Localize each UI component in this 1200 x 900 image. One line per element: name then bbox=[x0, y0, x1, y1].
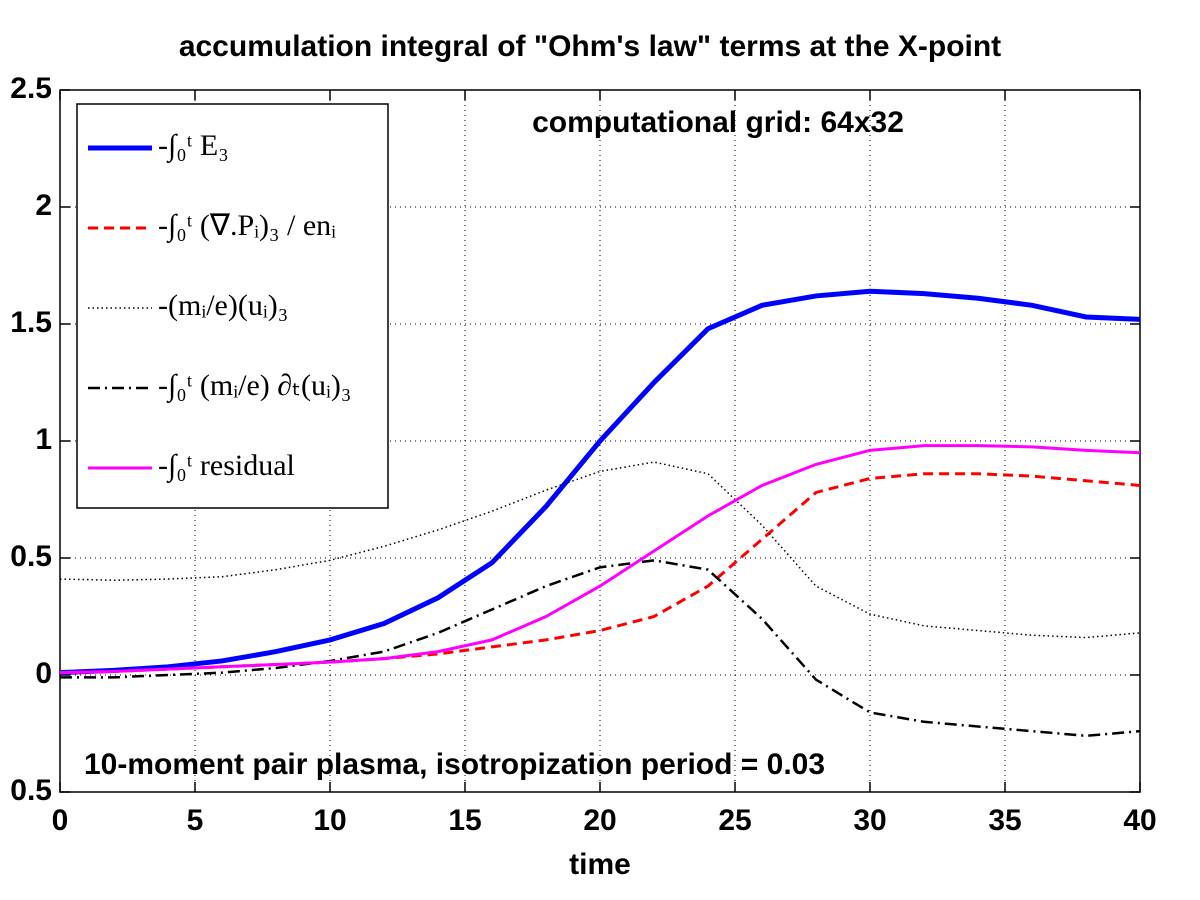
y-tick-label: 1 bbox=[35, 423, 52, 456]
series-line bbox=[60, 559, 1141, 738]
legend-label: -∫₀ᵗ residual bbox=[158, 449, 295, 484]
legend-label: -∫₀ᵗ (mᵢ/e) ∂ₜ(uᵢ)₃ bbox=[158, 369, 351, 404]
legend-label: -∫₀ᵗ (∇.Pᵢ)₃ / enᵢ bbox=[158, 209, 336, 244]
legend-label: -∫₀ᵗ E₃ bbox=[158, 129, 229, 164]
y-tick-label: 2 bbox=[35, 189, 52, 222]
y-tick-label: 2.5 bbox=[10, 72, 52, 105]
annotation: computational grid: 64x32 bbox=[532, 106, 904, 139]
y-tick-label: 1.5 bbox=[10, 306, 52, 339]
x-tick-label: 30 bbox=[853, 804, 886, 837]
chart-title: accumulation integral of "Ohm's law" ter… bbox=[179, 30, 1001, 63]
y-tick-label: 0.5 bbox=[10, 540, 52, 573]
y-tick-label: 0.5 bbox=[10, 774, 52, 807]
annotation: 10-moment pair plasma, isotropization pe… bbox=[84, 748, 825, 781]
series-line bbox=[59, 288, 1141, 676]
x-tick-label: 40 bbox=[1123, 804, 1156, 837]
plot-frame bbox=[59, 89, 1141, 793]
series-line bbox=[59, 444, 1141, 675]
x-tick-label: 35 bbox=[988, 804, 1021, 837]
legend-label: -(mᵢ/e)(uᵢ)₃ bbox=[158, 289, 288, 322]
x-tick-label: 20 bbox=[583, 804, 616, 837]
legend-box bbox=[76, 103, 389, 509]
x-axis-label: time bbox=[569, 848, 631, 881]
x-tick-label: 25 bbox=[718, 804, 751, 837]
x-tick-label: 5 bbox=[187, 804, 204, 837]
y-tick-label: 0 bbox=[35, 657, 52, 690]
x-tick-label: 10 bbox=[313, 804, 346, 837]
x-tick-label: 15 bbox=[448, 804, 481, 837]
x-tick-label: 0 bbox=[52, 804, 69, 837]
series-line bbox=[59, 461, 1141, 639]
